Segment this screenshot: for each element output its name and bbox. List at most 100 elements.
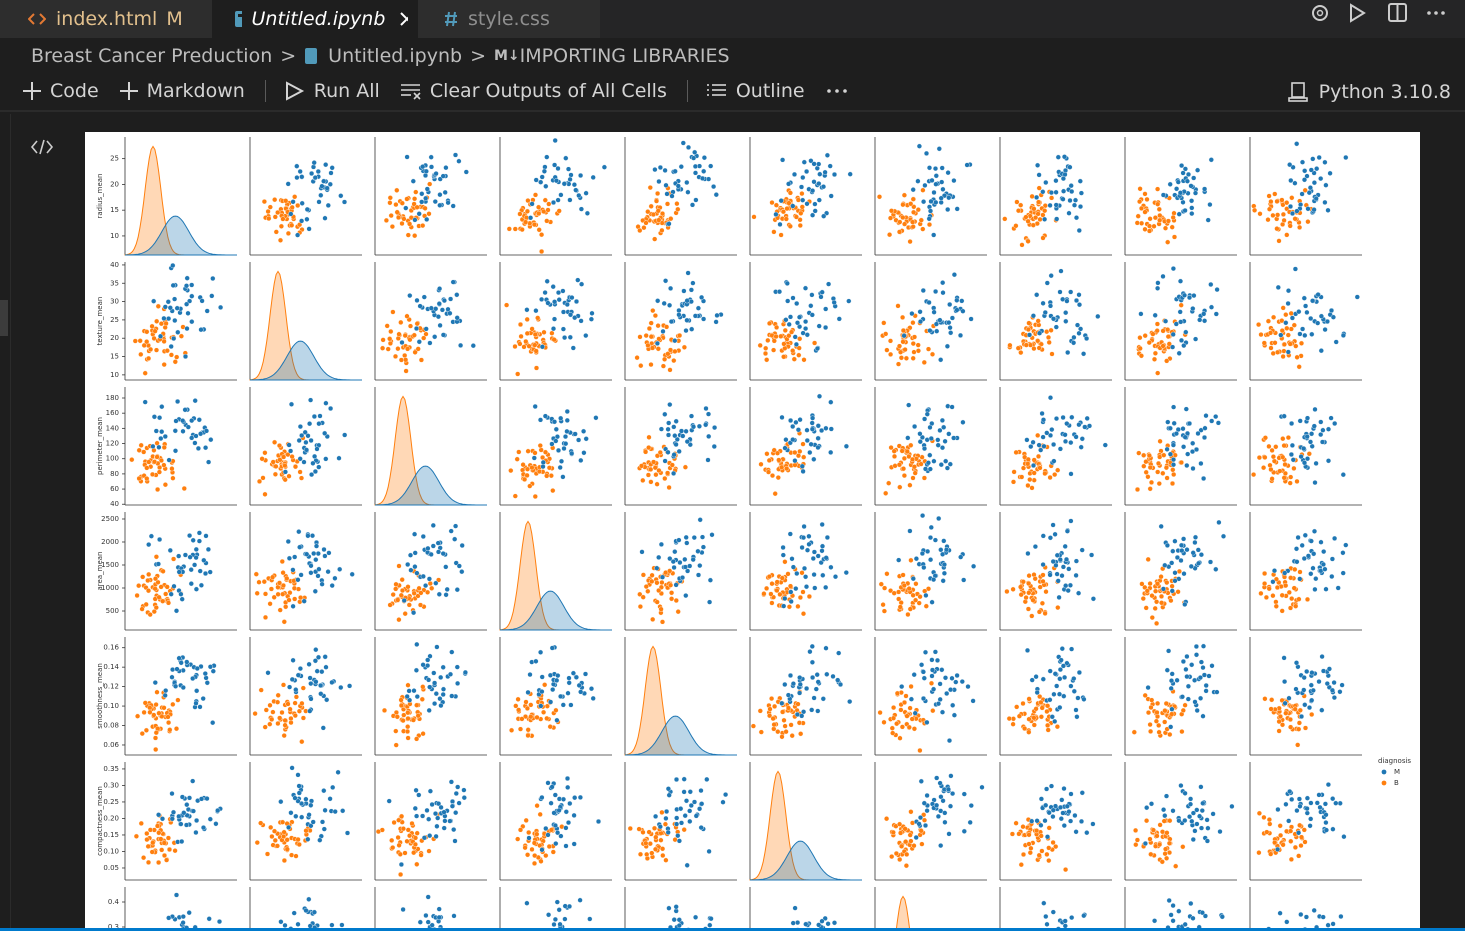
scatter-dot — [1277, 832, 1284, 839]
scatter-dot — [395, 214, 402, 221]
scatter-dot — [156, 444, 162, 450]
panel — [874, 762, 987, 881]
scatter-dot — [949, 675, 955, 681]
scatter-dot — [877, 709, 883, 716]
kernel-picker[interactable]: Python 3.10.8 — [1287, 72, 1451, 112]
scatter-dot — [1076, 330, 1082, 336]
scatter-dot — [652, 313, 659, 319]
scatter-dot — [531, 860, 538, 867]
breadcrumb[interactable]: IMPORTING LIBRARIES — [519, 45, 730, 67]
scatter-dot — [527, 671, 533, 678]
tab-active[interactable]: Untitled.ipynb — [212, 0, 418, 38]
scatter-dot — [942, 675, 949, 681]
scatter-dot — [1266, 816, 1273, 823]
tab[interactable]: index.html M — [0, 0, 212, 38]
run-all-button[interactable]: Run All — [284, 80, 380, 102]
scatter-dot — [562, 335, 568, 341]
scatter-dot — [688, 413, 695, 419]
scatter-dot — [324, 185, 330, 191]
scatter-dot — [1138, 205, 1145, 212]
scatter-dot — [932, 649, 939, 655]
panel — [1249, 262, 1362, 381]
scatter-dot — [193, 586, 200, 592]
scatter-dot — [1288, 575, 1294, 581]
scatter-dot — [165, 316, 172, 322]
scatter-dot — [1074, 322, 1081, 328]
scatter-dot — [1067, 582, 1074, 588]
breadcrumb[interactable]: Breast Cancer Preduction — [31, 45, 273, 67]
outline-button[interactable]: Outline — [706, 80, 805, 102]
scatter-dot — [401, 216, 407, 222]
scatter-dot — [296, 437, 302, 444]
scatter-dot — [172, 428, 178, 434]
scatter-dot — [1184, 462, 1190, 469]
scatter-dot — [1170, 442, 1177, 448]
scatter-dot — [1042, 610, 1048, 617]
scatter-dot — [680, 433, 686, 439]
scatter-dot — [823, 425, 829, 431]
panel — [1249, 762, 1362, 881]
scatter-dot — [174, 354, 180, 360]
add-code-button[interactable]: Code — [22, 80, 99, 102]
scatter-dot — [1191, 677, 1198, 683]
scatter-dot — [264, 851, 271, 857]
scatter-dot — [1197, 695, 1204, 701]
scatter-dot — [144, 329, 150, 335]
scatter-dot — [452, 536, 458, 542]
scatter-dot — [1134, 220, 1140, 226]
scatter-dot — [188, 567, 194, 573]
scatter-dot — [650, 459, 657, 465]
scatter-dot — [453, 810, 459, 816]
scatter-dot — [160, 568, 166, 574]
scatter-dot — [1068, 471, 1074, 477]
scatter-dot — [429, 585, 435, 591]
scatter-dot — [699, 175, 706, 182]
more-icon[interactable] — [825, 86, 849, 96]
scatter-dot — [156, 594, 162, 600]
clear-outputs-button[interactable]: Clear Outputs of All Cells — [400, 80, 667, 102]
scatter-dot — [455, 680, 461, 687]
scatter-dot — [440, 686, 447, 692]
scatter-dot — [208, 437, 214, 443]
scatter-dot — [1047, 202, 1053, 209]
scatter-dot — [957, 332, 964, 339]
close-icon[interactable] — [399, 11, 408, 27]
scatter-dot — [421, 294, 427, 300]
scatter-dot — [447, 310, 453, 316]
scatter-dot — [836, 650, 842, 656]
scatter-dot — [1277, 823, 1283, 829]
scatter-dot — [1046, 339, 1052, 346]
scatter-dot — [459, 569, 465, 575]
scatter-dot — [800, 174, 806, 181]
breadcrumb[interactable]: Untitled.ipynb — [328, 45, 463, 67]
scatter-dot — [1170, 331, 1176, 338]
scatter-dot — [1301, 827, 1307, 833]
scatter-dot — [398, 861, 405, 868]
scatter-dot — [1160, 470, 1166, 476]
scatter-dot — [271, 594, 277, 600]
scatter-dot — [538, 649, 544, 655]
scatter-dot — [1311, 551, 1317, 557]
scatter-dot — [1272, 191, 1278, 197]
scatter-dot — [533, 308, 539, 314]
scatter-dot — [210, 720, 216, 726]
editor-actions[interactable] — [1305, 2, 1455, 36]
scatter-dot — [436, 591, 442, 597]
scatter-dot — [665, 426, 671, 432]
scatter-dot — [1330, 314, 1337, 320]
scatter-dot — [178, 333, 185, 339]
scatter-dot — [176, 553, 182, 559]
scatter-dot — [536, 204, 542, 210]
scatter-dot — [910, 341, 916, 347]
panel — [1124, 512, 1237, 631]
scatter-dot — [172, 683, 179, 689]
panel — [624, 637, 737, 756]
scatter-dot — [1164, 475, 1170, 481]
tab[interactable]: style.css — [418, 0, 600, 38]
scatter-dot — [793, 341, 800, 348]
output-icon[interactable] — [30, 138, 54, 156]
scatter-dot — [921, 475, 928, 481]
scatter-dot — [698, 824, 704, 831]
y-tick-label: 0.10 — [103, 847, 119, 855]
add-markdown-button[interactable]: Markdown — [119, 80, 245, 102]
